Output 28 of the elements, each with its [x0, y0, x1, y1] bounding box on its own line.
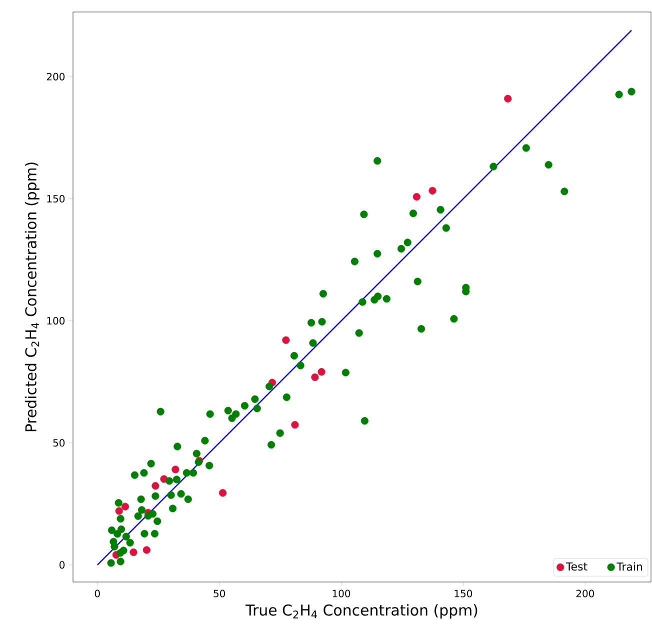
point: [291, 420, 299, 429]
y-axis-title: Predicted C$_{2}$H$_{4}$ Concentration (ppm): [24, 162, 40, 432]
x-tick-label: 200: [576, 590, 594, 598]
y-tick-label: 200: [46, 72, 65, 80]
x-axis-title: True C$_{2}$H$_{4}$ Concentration (ppm): [246, 604, 478, 619]
x-tick-label: 100: [332, 590, 350, 598]
point: [412, 192, 420, 201]
y-tick-label: 100: [47, 317, 65, 325]
point: [504, 94, 512, 102]
legend-label: Train: [616, 562, 642, 571]
point: [121, 502, 129, 510]
point: [282, 336, 290, 344]
point: [428, 186, 436, 194]
point: [218, 489, 227, 497]
point: [318, 368, 326, 376]
point: [152, 482, 160, 490]
point: [172, 466, 180, 474]
x-tick-label: 0: [94, 590, 100, 598]
point: [142, 546, 150, 554]
point: [130, 548, 138, 556]
y-tick-label: 150: [47, 194, 65, 203]
x-tick-label: 150: [454, 590, 472, 598]
y-tick-label: 50: [53, 439, 65, 447]
point: [311, 373, 319, 381]
point: [115, 507, 123, 515]
y-tick-label: 0: [60, 561, 65, 569]
x-tick-label: 50: [214, 590, 226, 598]
legend-label: Test: [566, 562, 588, 571]
